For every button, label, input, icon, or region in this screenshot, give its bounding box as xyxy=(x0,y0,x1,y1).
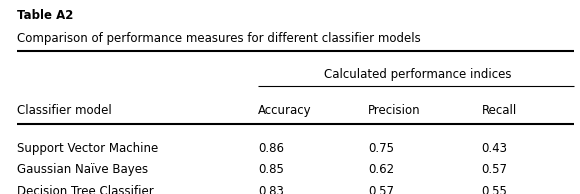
Text: Classifier model: Classifier model xyxy=(17,104,112,117)
Text: 0.75: 0.75 xyxy=(368,142,394,155)
Text: 0.62: 0.62 xyxy=(368,163,394,176)
Text: Comparison of performance measures for different classifier models: Comparison of performance measures for d… xyxy=(17,32,421,45)
Text: 0.83: 0.83 xyxy=(258,185,284,194)
Text: 0.86: 0.86 xyxy=(258,142,284,155)
Text: 0.85: 0.85 xyxy=(258,163,284,176)
Text: Precision: Precision xyxy=(368,104,421,117)
Text: Accuracy: Accuracy xyxy=(258,104,311,117)
Text: Calculated performance indices: Calculated performance indices xyxy=(324,68,512,81)
Text: Support Vector Machine: Support Vector Machine xyxy=(17,142,159,155)
Text: Table A2: Table A2 xyxy=(17,9,74,22)
Text: Gaussian Naïve Bayes: Gaussian Naïve Bayes xyxy=(17,163,148,176)
Text: 0.43: 0.43 xyxy=(481,142,508,155)
Text: 0.57: 0.57 xyxy=(368,185,394,194)
Text: 0.57: 0.57 xyxy=(481,163,508,176)
Text: Decision Tree Classifier: Decision Tree Classifier xyxy=(17,185,154,194)
Text: 0.55: 0.55 xyxy=(481,185,508,194)
Text: Recall: Recall xyxy=(481,104,517,117)
